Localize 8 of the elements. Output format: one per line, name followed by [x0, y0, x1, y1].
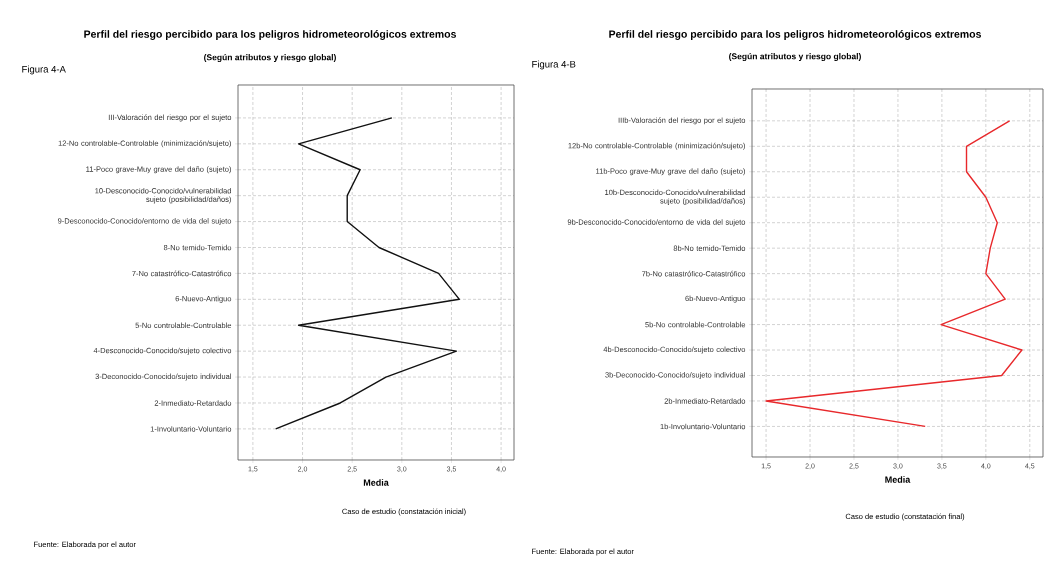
- text: Figura 4-A: [22, 65, 66, 75]
- text: Figura 4-B: [532, 60, 576, 70]
- x-axis-title: Media: [885, 476, 911, 483]
- chart-subtitle: (Según atributos y riesgo global): [204, 53, 336, 63]
- chart-title: Perfil del riesgo percibido para los peligros hidrometeorológicos extremos: [84, 30, 456, 40]
- chart-title: Perfil del riesgo percibido para los peligros hidrometeorológicos extremos: [609, 30, 981, 40]
- x-axis-title: Media: [363, 479, 389, 486]
- chart-subtitle: (Según atributos y riesgo global): [729, 52, 861, 62]
